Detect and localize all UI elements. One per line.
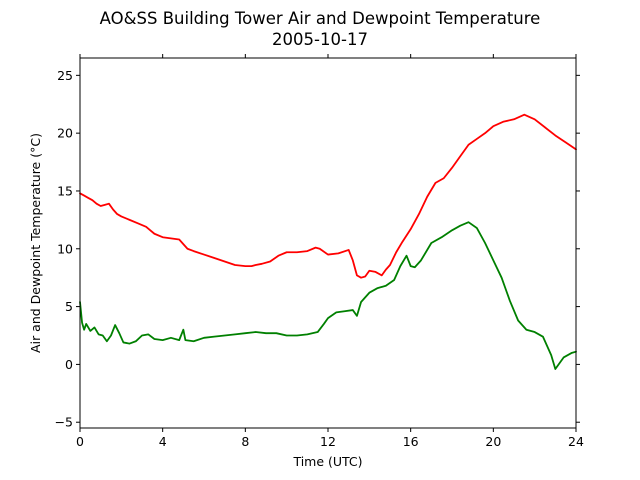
y-tick-label: 10 <box>57 241 73 256</box>
series-layer <box>79 113 577 370</box>
y-tick-label: 25 <box>57 68 73 83</box>
chart-title: AO&SS Building Tower Air and Dewpoint Te… <box>100 9 541 28</box>
x-axis-ticks: 0 4 8 12 16 20 24 <box>76 54 584 449</box>
plot-frame <box>79 57 577 429</box>
y-tick-label: 20 <box>57 126 73 141</box>
y-axis-label: Air and Dewpoint Temperature (°C) <box>28 133 43 353</box>
x-tick-label: 8 <box>241 434 249 449</box>
x-tick-label: 20 <box>485 434 501 449</box>
x-tick-label: 4 <box>159 434 167 449</box>
x-axis-label: Time (UTC) <box>292 454 362 469</box>
series-line-1 <box>79 113 577 279</box>
y-tick-label: −5 <box>55 415 73 430</box>
x-tick-label: 0 <box>76 434 84 449</box>
series-line-2 <box>79 221 577 370</box>
y-axis-ticks: −5 0 5 10 15 20 25 <box>55 68 580 430</box>
x-tick-label: 12 <box>320 434 336 449</box>
y-tick-label: 15 <box>57 183 73 198</box>
x-tick-label: 24 <box>568 434 584 449</box>
chart-subtitle: 2005-10-17 <box>272 30 368 49</box>
y-tick-label: 0 <box>65 357 73 372</box>
x-tick-label: 16 <box>403 434 419 449</box>
y-tick-label: 5 <box>65 299 73 314</box>
